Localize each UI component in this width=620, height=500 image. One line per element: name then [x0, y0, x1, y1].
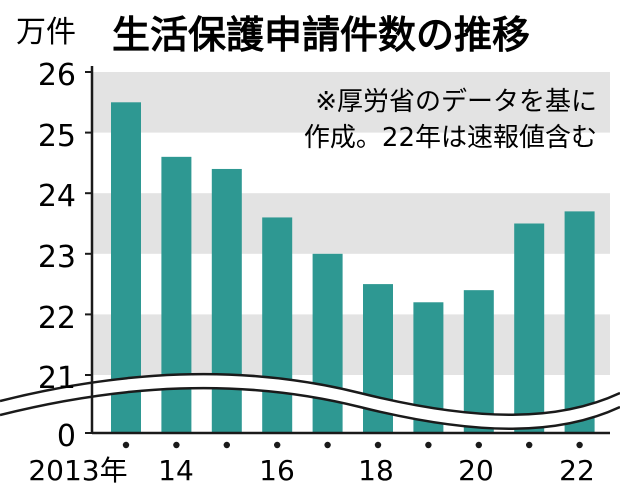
x-tick-dot	[526, 441, 533, 449]
bar	[262, 217, 293, 433]
y-tick-label: 24	[38, 179, 76, 214]
axis-break-gap	[0, 374, 620, 429]
x-tick-dot	[173, 441, 180, 449]
x-tick-dot	[324, 441, 331, 449]
source-note-line1: ※厚労省のデータを基に	[315, 87, 597, 117]
x-tick-label: 16	[259, 454, 295, 487]
x-tick-label: 18	[358, 454, 394, 487]
x-tick-dot	[374, 441, 382, 449]
y-tick-label: 21	[38, 361, 76, 396]
axes	[85, 66, 610, 435]
x-tick-dot	[475, 441, 482, 449]
y-tick-label: 26	[38, 58, 76, 93]
axis-break	[0, 372, 620, 430]
x-tick-dots	[122, 441, 583, 449]
bar	[161, 156, 192, 433]
bar	[463, 290, 494, 433]
x-tick-label: 2013年	[28, 454, 127, 487]
y-tick-label: 23	[38, 240, 76, 275]
source-note-line2: 作成。22年は速報値含む	[304, 123, 597, 153]
x-tick-label: 14	[158, 454, 194, 487]
y-tick-label: 25	[38, 119, 76, 154]
x-tick-dot	[576, 441, 583, 449]
bar	[211, 168, 242, 433]
x-tick-dot	[122, 441, 130, 449]
y-tick-label: 0	[57, 419, 76, 454]
y-unit-label: 万件	[16, 15, 76, 50]
x-tick-dot	[223, 441, 230, 449]
x-tick-label: 20	[458, 454, 494, 487]
chart-title: 生活保護申請件数の推移	[112, 13, 530, 57]
x-tick-dot	[274, 441, 281, 449]
x-tick-dot	[425, 441, 432, 449]
axis-break-line	[0, 372, 620, 416]
bar	[514, 223, 545, 433]
grid-band	[92, 72, 610, 133]
bar	[312, 253, 343, 433]
y-tick-label: 22	[38, 301, 76, 336]
bar	[564, 211, 595, 433]
x-tick-label: 22	[559, 454, 595, 487]
axis-break-line	[0, 386, 620, 430]
